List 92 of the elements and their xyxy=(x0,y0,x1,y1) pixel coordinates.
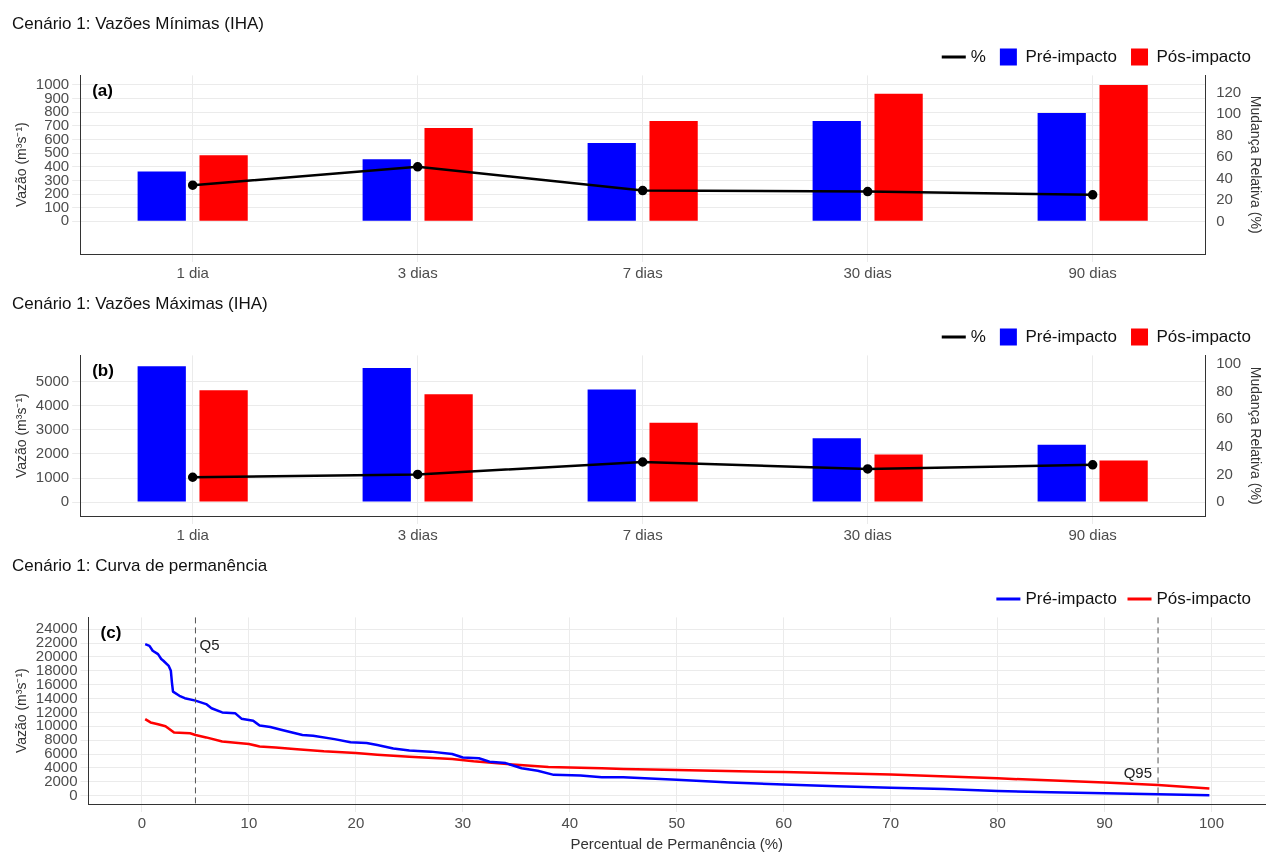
y-axis-title: Vazão (m³s⁻¹) xyxy=(13,393,30,479)
x-tick-label: 80 xyxy=(989,814,1006,832)
bar xyxy=(649,121,698,221)
y2-tick-label: 40 xyxy=(1216,436,1233,454)
legend-label: % xyxy=(970,46,986,66)
point xyxy=(187,180,198,190)
annotation: (a) xyxy=(92,81,113,101)
legend-label: Pré-impacto xyxy=(1025,46,1118,66)
y2-tick-label: 0 xyxy=(1216,211,1225,229)
point xyxy=(1087,460,1098,470)
annotation: (c) xyxy=(100,623,122,643)
x-tick-label: 3 dias xyxy=(397,526,438,544)
x-tick-label: 90 dias xyxy=(1068,526,1117,544)
x-tick-label: 90 dias xyxy=(1068,264,1117,282)
bar xyxy=(587,389,636,502)
point xyxy=(637,457,648,467)
y-tick-label: 2000 xyxy=(35,444,70,462)
y-axis-title: Vazão (m³s⁻¹) xyxy=(13,668,30,754)
x-tick-label: 40 xyxy=(561,814,579,832)
point xyxy=(412,162,423,172)
y2-tick-label: 100 xyxy=(1216,353,1242,371)
y2-tick-label: 60 xyxy=(1216,147,1233,165)
y-tick-label: 0 xyxy=(60,492,70,510)
bar xyxy=(1099,84,1148,221)
x-tick-label: 0 xyxy=(137,814,147,832)
y2-tick-label: 120 xyxy=(1216,82,1242,100)
y-tick-label: 3000 xyxy=(35,420,70,438)
y2-tick-label: 20 xyxy=(1216,464,1233,482)
y-axis-title: Vazão (m³s⁻¹) xyxy=(13,122,30,208)
bar xyxy=(362,367,411,502)
legend-label: Pré-impacto xyxy=(1025,326,1118,346)
legend-label: Pós-impacto xyxy=(1156,588,1251,608)
x-tick-label: 70 xyxy=(882,814,900,832)
point xyxy=(187,472,198,482)
bar xyxy=(199,390,248,502)
bar xyxy=(362,159,411,221)
legend-label: % xyxy=(970,326,986,346)
bar xyxy=(1037,112,1086,221)
chart-title: Cenário 1: Vazões Máximas (IHA) xyxy=(12,293,268,313)
y2-tick-label: 20 xyxy=(1216,190,1233,208)
y2-tick-label: 80 xyxy=(1216,125,1233,143)
point xyxy=(862,464,873,474)
y2-tick-label: 0 xyxy=(1216,492,1225,510)
chart-title: Cenário 1: Vazões Mínimas (IHA) xyxy=(12,13,264,33)
y2-tick-label: 60 xyxy=(1216,409,1233,427)
y-tick-label: 1000 xyxy=(35,468,70,486)
ref-line-label: Q95 xyxy=(1123,764,1153,782)
bar xyxy=(1099,460,1148,502)
y2-tick-label: 80 xyxy=(1216,381,1233,399)
bar xyxy=(649,422,698,502)
y2-tick-label: 100 xyxy=(1216,104,1242,122)
legend-label: Pós-impacto xyxy=(1156,326,1251,346)
point xyxy=(412,469,423,480)
point xyxy=(1087,190,1098,200)
ref-line-label: Q5 xyxy=(199,635,220,653)
point xyxy=(862,186,873,197)
legend-label: Pós-impacto xyxy=(1156,46,1251,66)
x-tick-label: 7 dias xyxy=(622,264,663,282)
x-tick-label: 100 xyxy=(1199,814,1225,832)
bar xyxy=(874,93,923,221)
y-tick-label: 5000 xyxy=(35,371,70,389)
x-tick-label: 1 dia xyxy=(176,526,210,544)
legend-label: Pré-impacto xyxy=(1025,588,1118,608)
y2-axis-title: Mudança Relativa (%) xyxy=(1247,95,1264,234)
bar xyxy=(137,366,186,502)
point xyxy=(637,185,648,196)
x-tick-label: 60 xyxy=(775,814,793,832)
x-tick-label: 1 dia xyxy=(176,264,210,282)
x-tick-label: 3 dias xyxy=(397,264,438,282)
x-tick-label: 30 xyxy=(454,814,472,832)
bar xyxy=(812,121,861,221)
x-tick-label: 30 dias xyxy=(843,264,892,282)
x-tick-label: 7 dias xyxy=(622,526,663,544)
x-tick-label: 90 xyxy=(1096,814,1113,832)
bar xyxy=(812,438,861,502)
bar xyxy=(424,394,473,502)
y-tick-label: 4000 xyxy=(35,396,70,414)
bar xyxy=(137,171,186,221)
x-tick-label: 20 xyxy=(347,814,365,832)
y2-tick-label: 40 xyxy=(1216,168,1233,186)
y2-axis-title: Mudança Relativa (%) xyxy=(1247,366,1264,505)
annotation: (b) xyxy=(92,361,114,381)
x-tick-label: 30 dias xyxy=(843,526,892,544)
bar xyxy=(874,454,923,502)
x-axis-title: Percentual de Permanência (%) xyxy=(570,835,784,853)
x-tick-label: 10 xyxy=(240,814,258,832)
x-tick-label: 50 xyxy=(668,814,686,832)
chart-title: Cenário 1: Curva de permanência xyxy=(12,555,268,575)
bar xyxy=(1037,444,1086,502)
bar xyxy=(587,142,636,221)
bar xyxy=(199,155,248,221)
bar xyxy=(424,127,473,221)
